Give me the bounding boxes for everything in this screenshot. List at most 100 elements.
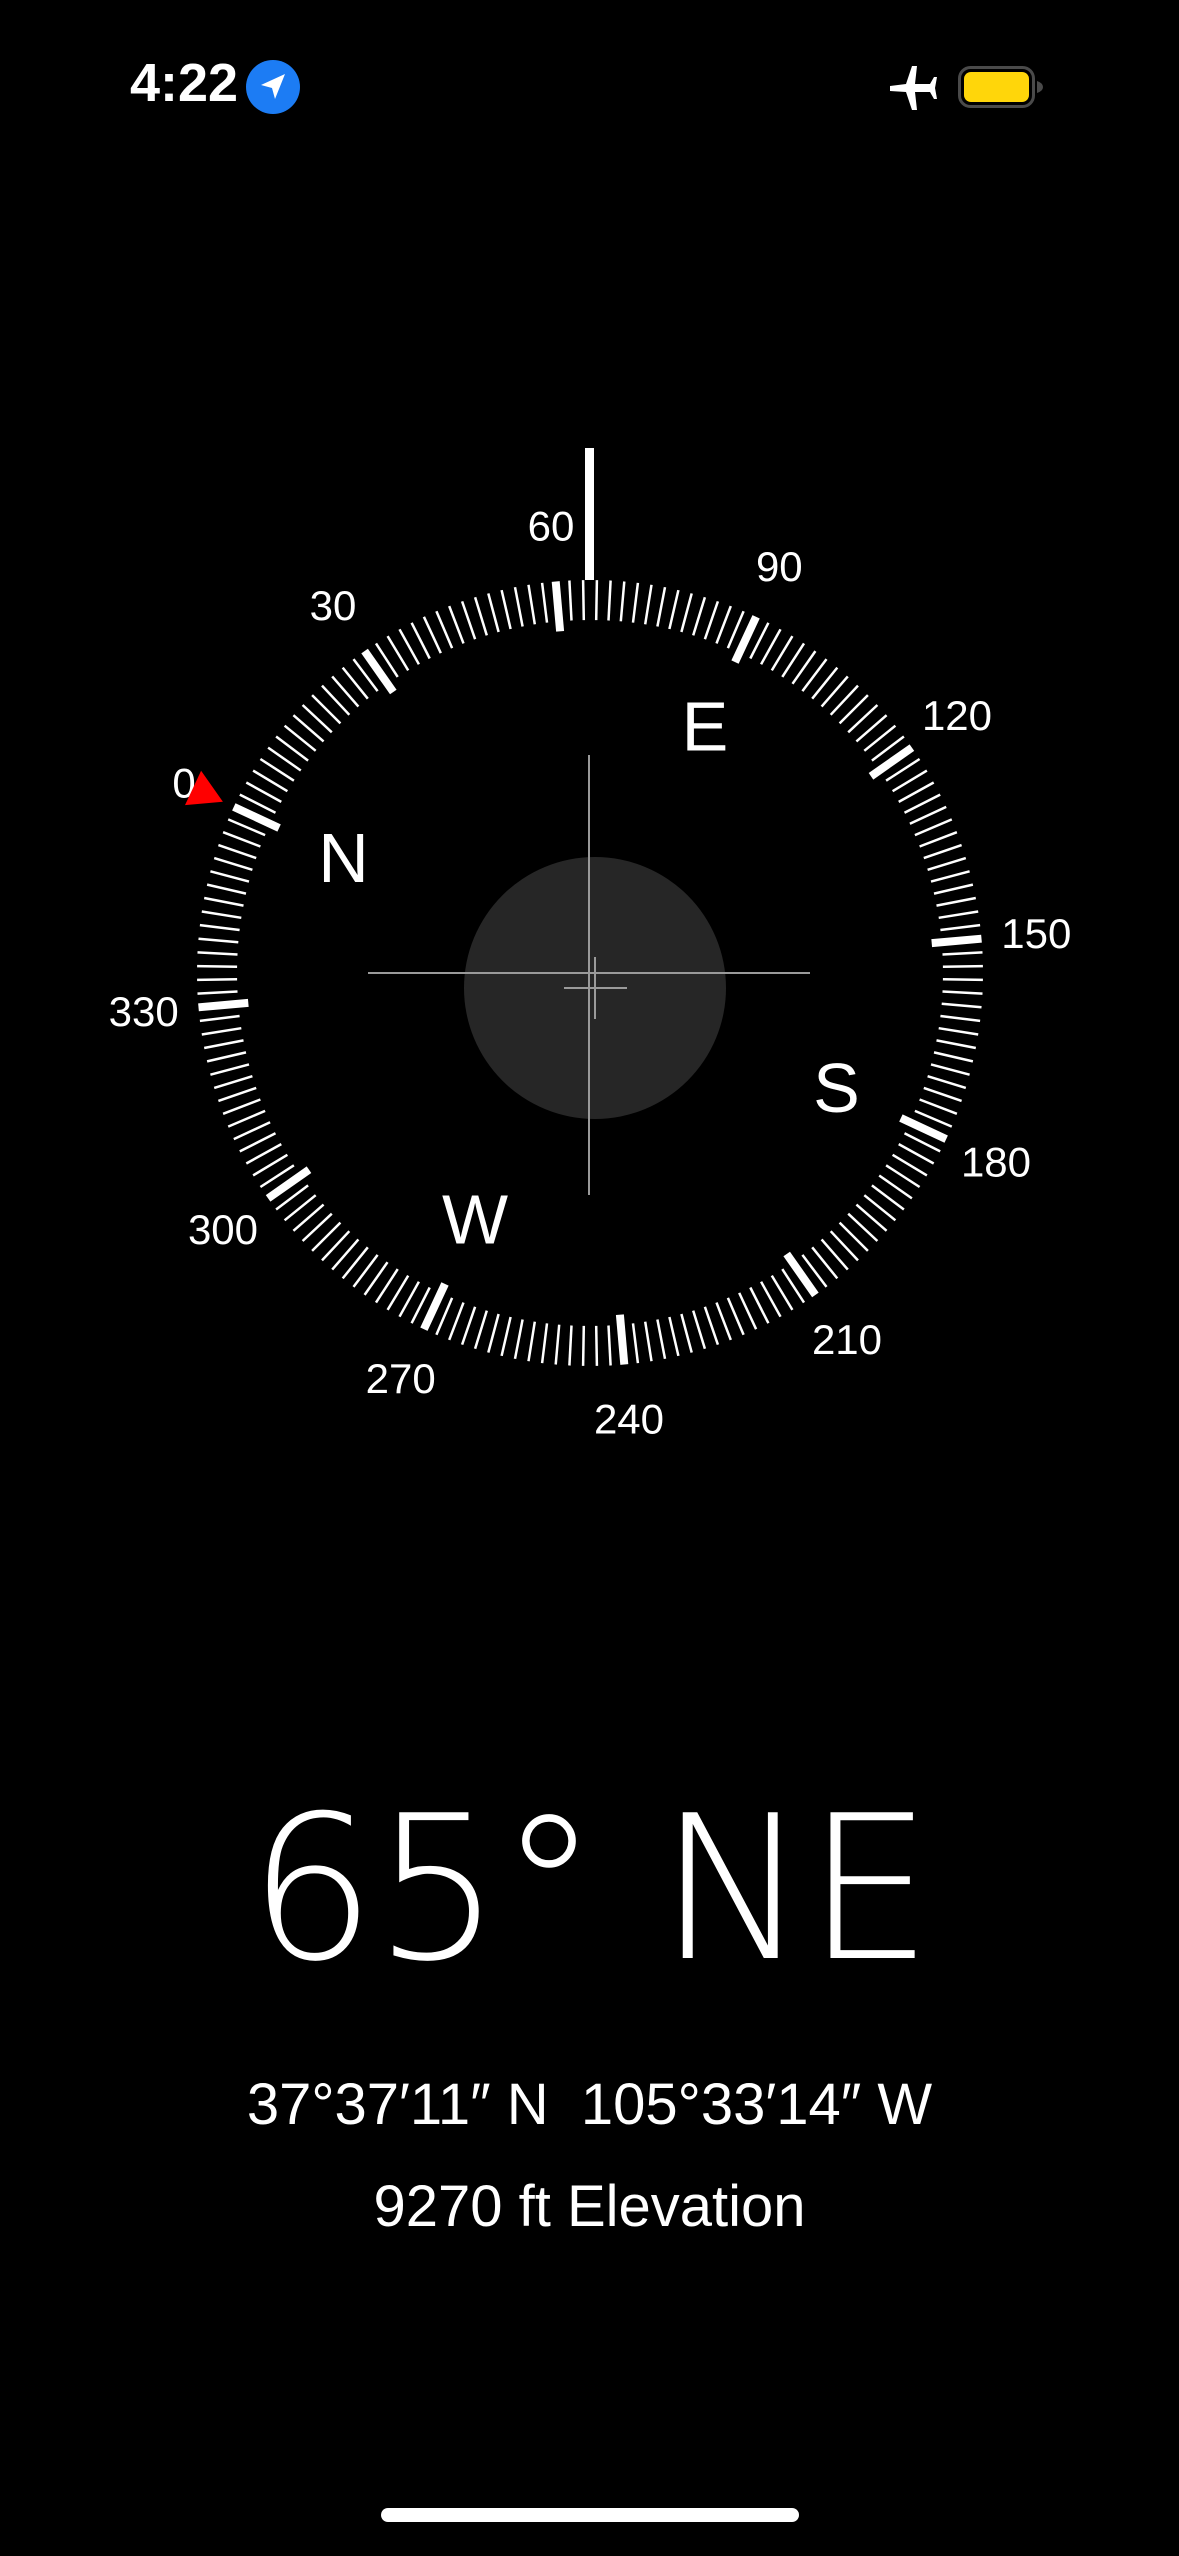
compass-tick	[749, 622, 770, 660]
degree-label-150: 150	[1001, 910, 1071, 957]
compass-tick	[252, 769, 289, 793]
compass-tick	[829, 1230, 859, 1262]
compass-tick	[292, 1203, 325, 1232]
compass-tick	[527, 1321, 537, 1362]
compass-tick	[435, 1297, 454, 1336]
compass-tick	[487, 593, 500, 633]
compass-tick	[656, 1319, 667, 1360]
compass-tick	[197, 990, 238, 995]
degree-label-120: 120	[922, 692, 992, 739]
compass-tick	[581, 580, 586, 621]
compass-tick	[513, 1319, 524, 1360]
compass-tick	[607, 1325, 612, 1366]
compass-tick	[692, 596, 707, 636]
compass-tick	[331, 1238, 360, 1271]
compass-tick	[197, 964, 238, 969]
compass-tick	[239, 793, 277, 814]
heading-indicator-line	[585, 448, 594, 580]
compass-tick	[352, 658, 379, 692]
compass-major-tick	[868, 744, 915, 780]
compass-tick	[448, 605, 465, 644]
compass-tick	[863, 724, 897, 752]
home-indicator[interactable]	[381, 2508, 799, 2522]
compass-tick	[811, 1246, 839, 1280]
compass-tick	[863, 1194, 897, 1222]
compass-tick	[760, 628, 782, 665]
compass-tick	[213, 856, 253, 871]
compass-tick	[829, 684, 859, 716]
compass-tick	[198, 937, 239, 944]
compass-tick	[919, 1098, 958, 1115]
compass-tick	[201, 1026, 242, 1036]
compass-tick	[206, 1051, 247, 1063]
compass-tick	[930, 870, 970, 883]
compass-tick	[909, 805, 947, 825]
compass-tick	[210, 870, 250, 883]
compass-tick	[680, 593, 693, 633]
compass-tick	[197, 951, 238, 956]
degree-label-270: 270	[366, 1355, 436, 1402]
cardinal-s: S	[813, 1049, 860, 1127]
compass-tick	[643, 1321, 653, 1362]
compass-tick	[283, 724, 317, 752]
compass-tick	[210, 1063, 250, 1076]
degree-label-180: 180	[961, 1138, 1031, 1185]
compass-tick	[301, 1212, 333, 1242]
degree-label-240: 240	[594, 1395, 664, 1442]
compass-tick	[448, 1302, 465, 1341]
compass-tick	[245, 1143, 282, 1165]
compass-tick	[933, 883, 974, 895]
compass-tick	[668, 589, 680, 630]
compass-tick	[321, 684, 351, 716]
compass-tick	[820, 675, 849, 708]
compass-tick	[473, 1310, 488, 1350]
compass-tick	[838, 1221, 869, 1252]
compass-tick	[568, 1325, 573, 1366]
compass-tick	[878, 1174, 913, 1200]
compass-tick	[855, 1203, 888, 1232]
compass-tick	[811, 666, 839, 700]
compass-tick	[914, 1109, 953, 1128]
compass-tick	[930, 1063, 970, 1076]
compass-tick	[245, 781, 282, 803]
compass-tick	[942, 951, 983, 956]
compass-tick	[885, 757, 921, 782]
compass-major-tick	[551, 581, 565, 632]
compass-tick	[847, 1212, 879, 1242]
degree-label-300: 300	[188, 1206, 258, 1253]
compass-tick	[435, 610, 454, 649]
compass-major-tick	[899, 1114, 948, 1143]
compass-tick	[460, 600, 477, 640]
cardinal-e: E	[682, 688, 729, 766]
compass-major-tick	[232, 803, 281, 832]
compass-tick	[398, 1281, 420, 1318]
coordinates-readout: 37°37′11″ N 105°33′14″ W	[246, 2072, 933, 2137]
compass-tick	[227, 818, 266, 837]
compass-tick	[919, 831, 958, 848]
compass-tick	[847, 704, 879, 734]
compass-tick	[942, 964, 983, 969]
degree-label-210: 210	[812, 1316, 882, 1363]
degree-label-90: 90	[756, 543, 803, 590]
compass-tick	[938, 1026, 979, 1036]
compass-tick	[631, 1323, 640, 1364]
compass-tick	[540, 1323, 549, 1364]
compass-tick	[199, 923, 240, 932]
compass-tick	[283, 1194, 317, 1222]
compass-tick	[206, 883, 247, 895]
compass-tick	[738, 1292, 758, 1330]
compass-tick	[933, 1051, 974, 1063]
compass-tick	[197, 977, 238, 982]
compass-tick	[927, 856, 967, 871]
compass-tick	[568, 580, 573, 621]
compass-tick	[643, 584, 653, 625]
compass-tick	[726, 1297, 745, 1336]
compass-tick	[540, 582, 549, 623]
north-marker	[185, 770, 223, 806]
compass-major-tick	[198, 998, 249, 1012]
compass-tick	[942, 977, 983, 982]
compass-tick	[487, 1313, 500, 1353]
compass-tick	[898, 1143, 935, 1165]
compass-tick	[341, 666, 369, 700]
heading-readout: 65° NE	[248, 1773, 932, 2006]
